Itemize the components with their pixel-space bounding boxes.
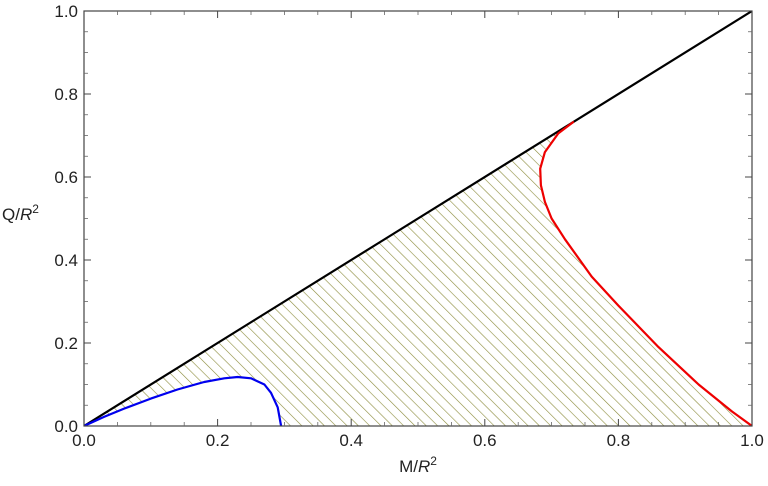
x-tick-label: 0.0 (72, 431, 96, 450)
y-tick-label: 0.2 (54, 334, 78, 353)
y-tick-label: 0.6 (54, 168, 78, 187)
y-axis-label-var: R (20, 205, 32, 224)
hatched-area (84, 122, 752, 426)
x-axis-label-var: R (418, 457, 430, 476)
series-red-curve (539, 121, 752, 426)
x-tick-label: 1.0 (740, 431, 764, 450)
x-tick-label: 0.4 (339, 431, 363, 450)
y-tick-label: 0.0 (54, 417, 78, 436)
y-tick-label: 0.8 (54, 85, 78, 104)
series-blue-curve (84, 375, 283, 426)
y-tick-label: 1.0 (54, 2, 78, 21)
x-axis-label: M/R2 (399, 454, 437, 476)
y-axis-label: Q/R2 (2, 202, 39, 224)
x-tick-label: 0.8 (607, 431, 631, 450)
series-diagonal-line (84, 11, 752, 426)
y-axis-label-sup: 2 (32, 202, 39, 216)
x-axis-label-sup: 2 (430, 454, 437, 468)
y-tick-label: 0.4 (54, 251, 78, 270)
x-axis-label-base: M/ (399, 457, 418, 476)
y-axis-label-base: Q/ (2, 205, 20, 224)
x-tick-label: 0.2 (206, 431, 230, 450)
shaded-region (84, 122, 752, 426)
x-tick-label: 0.6 (473, 431, 497, 450)
